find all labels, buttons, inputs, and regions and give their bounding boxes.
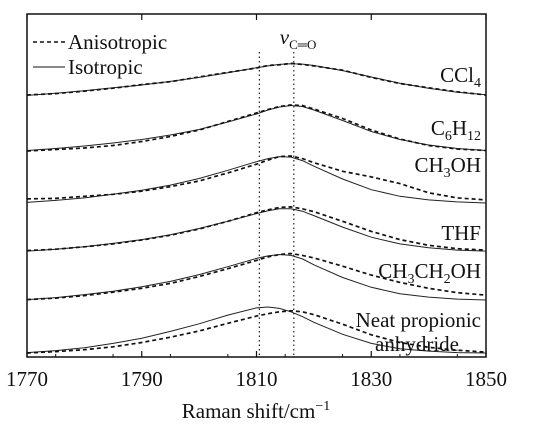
anisotropic-line-2 xyxy=(26,155,487,201)
spectrum-label-subscript: 3 xyxy=(444,166,451,181)
spectrum-label-part: C xyxy=(431,116,445,140)
spectrum-label-part: CH xyxy=(414,259,443,283)
spectrum-label-part: CCl xyxy=(440,63,474,87)
x-tick-label: 1830 xyxy=(350,367,392,391)
reference-line-label-symbol: ν xyxy=(280,25,290,49)
spectrum-label-0: CCl4 xyxy=(440,63,481,91)
reference-lines: νC═O xyxy=(258,25,317,357)
anisotropic-line-4 xyxy=(26,252,487,301)
x-tick-label: 1790 xyxy=(121,367,163,391)
spectrum-label-5: Neat propionic xyxy=(356,308,481,332)
isotropic-line-4 xyxy=(26,253,487,301)
isotropic-line-3 xyxy=(26,208,487,252)
x-axis-title-unit-exponent: −1 xyxy=(315,399,330,414)
spectrum-label-part: CH xyxy=(414,153,443,177)
spectrum-label-subscript: 2 xyxy=(444,272,451,287)
spectrum-label-1: C6H12 xyxy=(431,116,481,144)
x-tick-label: 1810 xyxy=(236,367,278,391)
anisotropic-line-3 xyxy=(26,206,487,252)
spectrum-label-subscript: 12 xyxy=(467,129,481,144)
spectrum-label-3: THF xyxy=(441,221,481,245)
x-axis-title: Raman shift/cm−1 xyxy=(182,399,330,423)
legend: Anisotropic Isotropic xyxy=(33,30,167,79)
anisotropic-line-5 xyxy=(26,309,487,354)
legend-label-anisotropic: Anisotropic xyxy=(68,30,167,54)
spectrum-label-part: THF xyxy=(441,221,481,245)
spectrum-label-subscript: 6 xyxy=(445,129,452,144)
spectrum-label-part: CH xyxy=(378,259,407,283)
x-tick-label: 1770 xyxy=(6,367,48,391)
spectrum-label-part: OH xyxy=(451,153,481,177)
x-axis-title-text: Raman shift/cm xyxy=(182,399,316,423)
spectrum-label-subscript: 4 xyxy=(474,76,481,91)
spectrum-label-part: OH xyxy=(451,259,481,283)
legend-label-isotropic: Isotropic xyxy=(68,55,143,79)
x-ticks: 1770 1790 1810 1830 1850 xyxy=(6,14,507,391)
spectrum-label-2: CH3OH xyxy=(414,153,481,181)
isotropic-line-5 xyxy=(26,306,487,354)
spectrum-label-4: CH3CH2OH xyxy=(378,259,481,287)
reference-line-label-subscript: C═O xyxy=(289,37,316,52)
spectrum-label-part: H xyxy=(452,116,467,140)
anisotropic-line-1 xyxy=(26,104,487,152)
reference-line-label: νC═O xyxy=(280,25,317,52)
spectrum-label-part: Neat propionic xyxy=(356,308,481,332)
x-tick-label: 1850 xyxy=(465,367,507,391)
anisotropic-line-0 xyxy=(26,62,487,96)
spectrum-label-line2: anhydride xyxy=(375,332,459,356)
spectra-group xyxy=(26,62,487,354)
spectrum-label-subscript: 3 xyxy=(407,272,414,287)
